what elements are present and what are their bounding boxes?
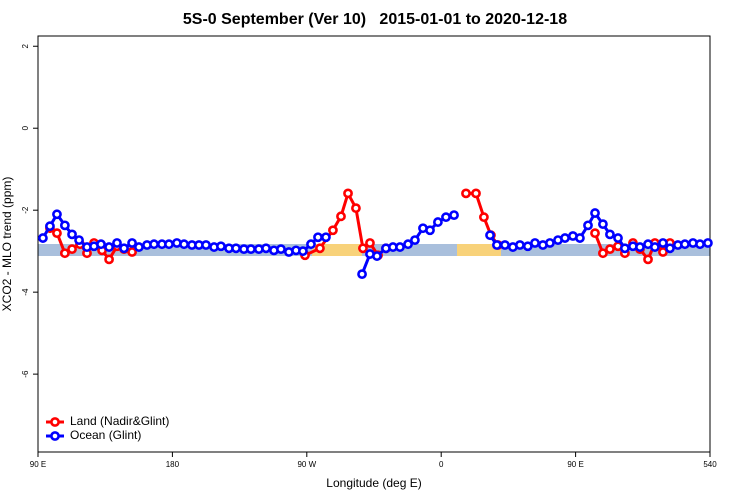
data-point [643,254,653,265]
data-point [59,248,70,259]
data-point [461,188,471,199]
data-point [492,240,502,250]
data-point [695,239,705,250]
x-tick-label: 90 W [297,460,316,469]
x-tick-label: 180 [166,460,180,469]
x-tick-label: 90 E [567,460,583,469]
data-point [658,238,668,248]
legend-label: Land (Nadir&Glint) [70,414,169,428]
data-point [358,243,368,254]
data-point [315,243,325,254]
data-point [479,212,489,223]
data-point [104,254,114,265]
data-point [74,235,84,246]
data-point [164,239,174,250]
data-point [231,243,241,254]
x-tick-label: 540 [703,460,717,469]
data-point [276,244,286,255]
y-tick-label: -4 [21,288,30,296]
data-point [38,233,48,243]
data-point [372,251,382,261]
data-point [96,239,106,250]
legend-swatch [50,431,60,441]
x-axis-label: Longitude (deg E) [326,476,421,490]
data-point [514,240,525,250]
data-point [351,203,361,214]
data-point [619,243,630,254]
data-point [67,229,77,240]
data-point [52,228,62,239]
data-point [598,219,608,230]
y-tick-label: -2 [21,206,30,214]
data-point [336,211,346,222]
y-tick-label: -6 [21,370,30,378]
data-point [67,244,77,255]
data-point [403,239,413,250]
data-point [216,241,226,252]
data-point [471,188,481,199]
data-point [313,232,323,243]
data-point [665,243,675,254]
data-point [134,242,144,252]
data-point [590,208,600,218]
data-point [127,238,137,248]
data-point [261,243,271,254]
data-point [410,235,420,246]
data-point [306,239,316,250]
data-point [45,221,55,232]
data-point [449,210,459,221]
legend: Land (Nadir&Glint)Ocean (Glint) [46,414,169,442]
data-point [343,188,353,199]
legend-label: Ocean (Glint) [70,428,141,442]
land-band [457,244,501,256]
data-point [365,238,375,248]
data-point [598,248,608,259]
data-point [545,238,555,248]
data-point [246,244,256,255]
x-tick-label: 0 [439,460,444,469]
data-point [485,230,495,241]
data-point [112,238,122,248]
data-point [605,229,615,240]
y-tick-label: 0 [21,125,30,130]
data-point [127,247,137,257]
data-point [59,220,70,231]
data-point [104,242,114,252]
data-point [635,242,645,252]
data-point [395,242,405,252]
chart-title: 5S-0 September (Ver 10) 2015-01-01 to 20… [183,11,567,28]
data-point [149,239,159,250]
data-point [119,243,129,254]
data-point [321,232,331,243]
legend-swatch [50,417,60,427]
data-point [425,225,435,236]
data-point [328,225,338,236]
data-point [680,239,690,250]
data-point [583,220,593,231]
data-point [500,240,510,250]
y-tick-label: 2 [21,43,30,48]
data-point [605,244,615,255]
data-point [441,212,451,223]
data-point [52,209,62,220]
data-point [560,233,570,243]
data-point [179,239,189,250]
data-point [433,217,443,227]
data-point [703,238,713,248]
data-point [530,238,540,248]
data-point [658,247,668,257]
data-point [590,228,600,239]
data-point [298,246,308,257]
data-point [201,240,211,250]
y-axis-label: XCO2 - MLO trend (ppm) [0,177,14,312]
data-point [649,242,660,252]
x-tick-label: 90 E [30,460,46,469]
data-point [613,233,623,243]
data-point [357,269,367,280]
data-point [575,233,585,243]
